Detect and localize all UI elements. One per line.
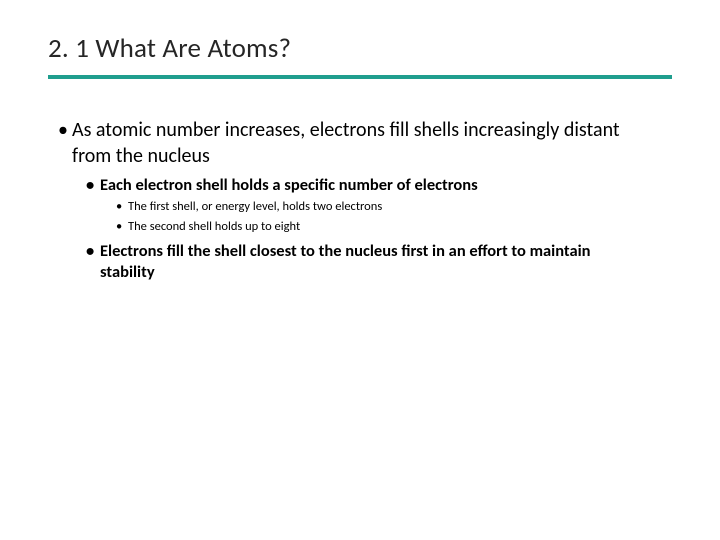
bullet-text: As atomic number increases, electrons fi… (72, 118, 620, 142)
slide: 2. 1 What Are Atoms? As atomic number in… (0, 0, 720, 540)
bullet-text-cont: from the nucleus (72, 143, 664, 169)
bullet-level1: As atomic number increases, electrons fi… (58, 117, 664, 169)
bullet-text: The second shell holds up to eight (128, 219, 300, 234)
bullet-text: The first shell, or energy level, holds … (128, 199, 382, 214)
bullet-level2: Electrons fill the shell closest to the … (86, 241, 664, 284)
slide-title: 2. 1 What Are Atoms? (48, 32, 672, 65)
content-area: As atomic number increases, electrons fi… (0, 79, 720, 284)
bullet-text: Electrons fill the shell closest to the … (100, 241, 591, 261)
bullet-text: Each electron shell holds a specific num… (100, 175, 478, 195)
bullet-level2: Each electron shell holds a specific num… (86, 175, 664, 196)
bullet-text-cont: stability (100, 262, 155, 282)
bullet-level3: The first shell, or energy level, holds … (116, 199, 664, 215)
bullet-level3: The second shell holds up to eight (116, 219, 664, 235)
title-area: 2. 1 What Are Atoms? (0, 0, 720, 79)
